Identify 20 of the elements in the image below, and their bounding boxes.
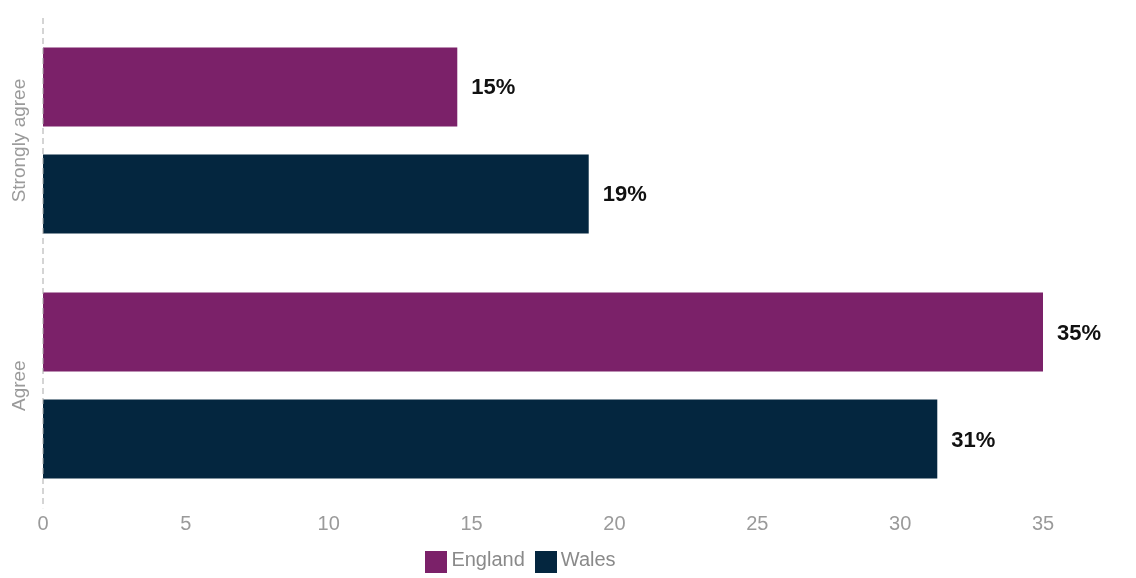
bar: [43, 47, 458, 127]
y-tick-label: Agree: [8, 360, 29, 412]
x-tick-label: 30: [889, 512, 912, 535]
y-tick-label: Strongly agree: [8, 78, 29, 203]
bar: [43, 154, 589, 234]
x-tick-label: 35: [1031, 512, 1055, 535]
x-tick-label: 0: [37, 512, 49, 535]
legend-label: Wales: [560, 548, 616, 571]
x-tick-label: 5: [180, 512, 192, 535]
x-tick-label: 20: [603, 512, 626, 535]
bar: [43, 399, 938, 479]
data-label: 15%: [471, 74, 516, 100]
x-tick-label: 10: [317, 512, 340, 535]
data-label: 19%: [602, 181, 647, 207]
bar: [43, 292, 1043, 372]
data-label: 31%: [951, 426, 996, 452]
x-tick-label: 15: [460, 512, 483, 535]
x-tick-label: 25: [746, 512, 769, 535]
data-label: 35%: [1057, 319, 1102, 345]
legend-label: England: [451, 548, 525, 571]
